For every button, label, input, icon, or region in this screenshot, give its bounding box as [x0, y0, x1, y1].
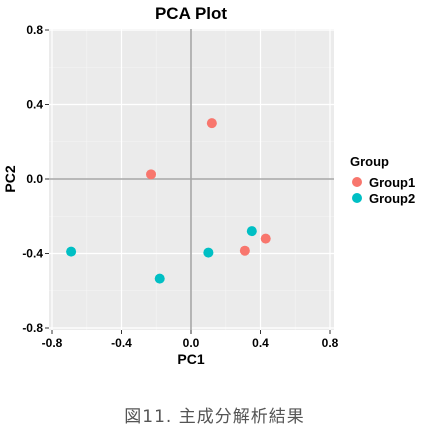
point-group1-3 [239, 245, 250, 256]
data-points [66, 118, 271, 284]
x-tick-label: 0.8 [322, 336, 339, 350]
legend-key-group2 [352, 193, 362, 203]
x-axis-title: PC1 [177, 351, 204, 367]
legend-label-group1: Group1 [369, 175, 415, 190]
point-group1-2 [146, 169, 157, 180]
y-tick-label: 0.0 [26, 172, 43, 186]
legend-label-group2: Group2 [369, 191, 415, 206]
figure-caption: 図11. 主成分解析結果 [124, 407, 305, 427]
y-tick-label: -0.8 [22, 321, 43, 335]
y-tick-label: 0.4 [26, 98, 43, 112]
legend-key-group1 [352, 177, 362, 187]
point-group2-1 [66, 246, 77, 257]
axis-ticks [45, 29, 331, 334]
pca-chart: -0.8 -0.4 0.0 0.4 0.8 -0.8 -0.4 0.0 0.4 0.8 PCA … [2, 4, 415, 367]
y-tick-labels: -0.8 -0.4 0.0 0.4 0.8 [22, 23, 43, 335]
y-tick-label: -0.4 [22, 247, 43, 261]
legend-title: Group [350, 154, 389, 169]
point-group1-1 [206, 118, 217, 129]
x-tick-label: -0.8 [42, 336, 63, 350]
point-group2-4 [246, 226, 257, 237]
point-group1-4 [260, 233, 271, 244]
x-tick-label: -0.4 [111, 336, 132, 350]
y-tick-label: 0.8 [26, 23, 43, 37]
x-tick-labels: -0.8 -0.4 0.0 0.4 0.8 [42, 336, 339, 350]
x-tick-label: 0.0 [183, 336, 200, 350]
point-group2-3 [203, 247, 214, 258]
point-group2-2 [154, 273, 165, 284]
chart-title: PCA Plot [155, 4, 227, 23]
y-axis-title: PC2 [2, 165, 18, 192]
x-tick-label: 0.4 [252, 336, 269, 350]
